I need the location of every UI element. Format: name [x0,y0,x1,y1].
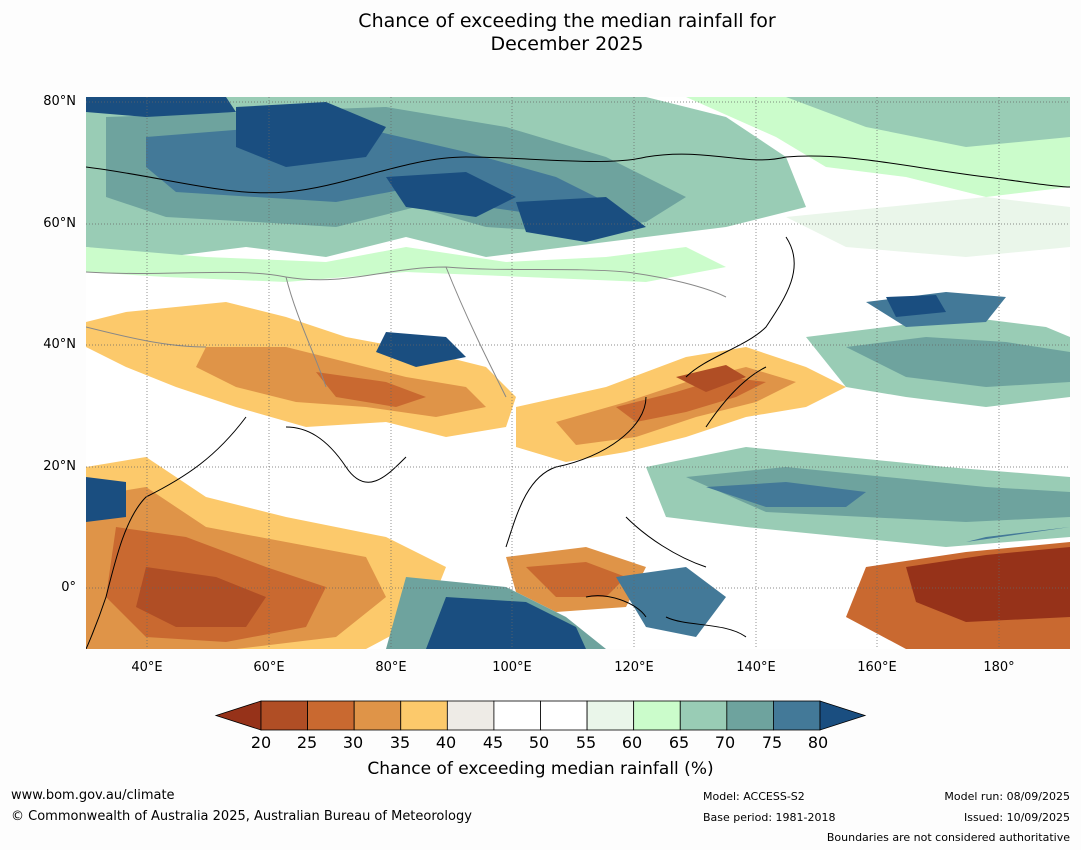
colorbar-tick-70: 70 [714,733,736,752]
wet-region-pacific [646,292,1070,547]
footer-base-period: Base period: 1981-2018 [703,811,836,824]
rainfall-map-svg [86,97,1070,649]
colorbar-segment [307,700,355,731]
map-title-line2: December 2025 [490,33,644,55]
coastlines [86,153,1070,649]
lat-label-40n: 40°N [43,337,76,352]
colorbar-tick-55: 55 [575,733,597,752]
gridlines [86,97,1070,649]
colorbar-tick-40: 40 [435,733,457,752]
colorbar-segment [400,700,448,731]
colorbar-label: Chance of exceeding median rainfall (%) [367,759,714,779]
lat-label-80n: 80°N [43,94,76,109]
footer-boundaries: Boundaries are not considered authoritat… [826,831,1070,844]
lat-label-0: 0° [61,580,76,595]
footer-model-run: Model run: 08/09/2025 [944,790,1070,803]
footer-model: Model: ACCESS-S2 [703,790,805,803]
colorbar-segment [586,700,635,731]
colorbar-tick-75: 75 [761,733,783,752]
dry-region-central-pacific [846,527,1070,649]
colorbar-extend-low [214,700,262,731]
colorbar-tick-60: 60 [621,733,643,752]
rainfall-map [86,97,1070,649]
lon-label-120e: 120°E [614,660,654,675]
wet-region-siberia [86,97,1070,257]
colorbar-segment [353,700,402,731]
colorbar-segment [773,700,821,731]
colorbar-tick-35: 35 [389,733,411,752]
map-title-line1: Chance of exceeding the median rainfall … [358,10,776,32]
colorbar-segment [633,700,681,731]
lon-label-100e: 100°E [492,660,532,675]
lon-label-140e: 140°E [736,660,776,675]
colorbar-tick-65: 65 [668,733,690,752]
lon-label-180: 180° [983,660,1015,675]
dry-region-indian-ocean [86,457,446,649]
colorbar-segments [214,700,867,731]
colorbar-segment [493,700,541,731]
lat-label-20n: 20°N [43,459,76,474]
colorbar-tick-30: 30 [342,733,364,752]
colorbar-tick-25: 25 [296,733,318,752]
colorbar-segment [540,700,588,731]
lon-label-80e: 80°E [375,660,407,675]
lon-label-160e: 160°E [857,660,897,675]
colorbar-segment [726,700,774,731]
colorbar-segment [679,700,728,731]
dry-region-east-asia [516,347,846,462]
lon-label-60e: 60°E [253,660,285,675]
colorbar-extend-high [819,700,867,731]
colorbar-tick-80: 80 [807,733,829,752]
colorbar-tick-45: 45 [482,733,504,752]
colorbar-segment [446,700,495,731]
colorbar-segment [260,700,308,731]
colorbar-tick-20: 20 [250,733,272,752]
dry-region-asia [86,302,516,437]
footer-issued: Issued: 10/09/2025 [963,811,1070,824]
footer-url: www.bom.gov.au/climate [11,788,175,803]
map-title: Chance of exceeding the median rainfall … [0,10,1081,56]
colorbar-tick-50: 50 [528,733,550,752]
lat-label-60n: 60°N [43,216,76,231]
country-boundaries [86,266,727,398]
footer-copyright: © Commonwealth of Australia 2025, Austra… [11,809,472,824]
lon-label-40e: 40°E [131,660,163,675]
